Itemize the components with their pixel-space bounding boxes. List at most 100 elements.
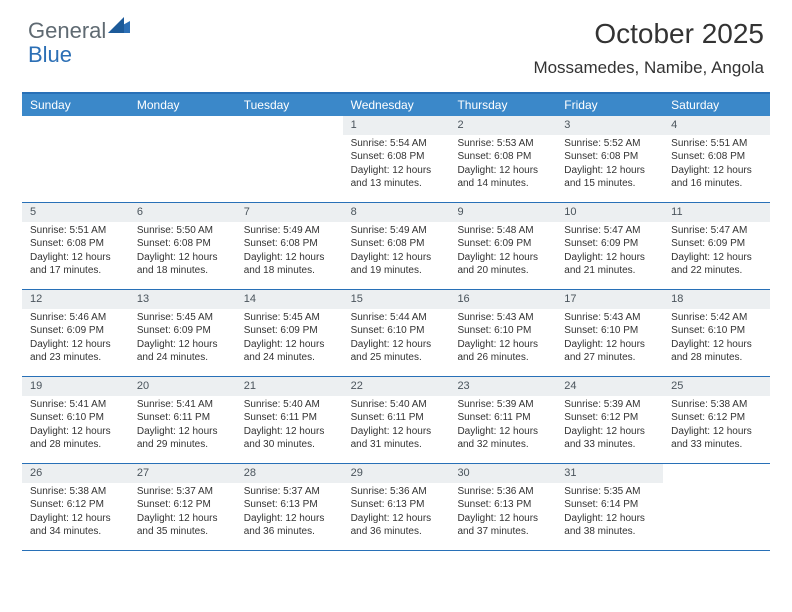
day-details: Sunrise: 5:47 AMSunset: 6:09 PMDaylight:… bbox=[556, 222, 663, 282]
day-sunrise: Sunrise: 5:49 AM bbox=[244, 224, 337, 238]
day-cell: 9Sunrise: 5:48 AMSunset: 6:09 PMDaylight… bbox=[449, 203, 556, 289]
day-details bbox=[236, 135, 343, 141]
day-sunset: Sunset: 6:09 PM bbox=[671, 237, 764, 251]
day-sunrise: Sunrise: 5:53 AM bbox=[457, 137, 550, 151]
day-cell: 27Sunrise: 5:37 AMSunset: 6:12 PMDayligh… bbox=[129, 464, 236, 550]
day-daylight2: and 14 minutes. bbox=[457, 177, 550, 191]
day-sunrise: Sunrise: 5:52 AM bbox=[564, 137, 657, 151]
day-daylight1: Daylight: 12 hours bbox=[564, 338, 657, 352]
day-header-friday: Friday bbox=[556, 94, 663, 116]
day-cell: 7Sunrise: 5:49 AMSunset: 6:08 PMDaylight… bbox=[236, 203, 343, 289]
day-number: 1 bbox=[343, 116, 450, 135]
day-daylight2: and 37 minutes. bbox=[457, 525, 550, 539]
day-details: Sunrise: 5:39 AMSunset: 6:11 PMDaylight:… bbox=[449, 396, 556, 456]
day-daylight2: and 30 minutes. bbox=[244, 438, 337, 452]
day-daylight1: Daylight: 12 hours bbox=[671, 338, 764, 352]
day-sunrise: Sunrise: 5:38 AM bbox=[671, 398, 764, 412]
day-sunrise: Sunrise: 5:54 AM bbox=[351, 137, 444, 151]
day-sunset: Sunset: 6:11 PM bbox=[137, 411, 230, 425]
day-cell: 1Sunrise: 5:54 AMSunset: 6:08 PMDaylight… bbox=[343, 116, 450, 202]
day-details: Sunrise: 5:51 AMSunset: 6:08 PMDaylight:… bbox=[22, 222, 129, 282]
day-number: 8 bbox=[343, 203, 450, 222]
day-details: Sunrise: 5:46 AMSunset: 6:09 PMDaylight:… bbox=[22, 309, 129, 369]
day-sunset: Sunset: 6:09 PM bbox=[30, 324, 123, 338]
day-cell: 18Sunrise: 5:42 AMSunset: 6:10 PMDayligh… bbox=[663, 290, 770, 376]
day-daylight2: and 24 minutes. bbox=[137, 351, 230, 365]
day-daylight1: Daylight: 12 hours bbox=[137, 512, 230, 526]
day-cell-empty bbox=[236, 116, 343, 202]
day-daylight1: Daylight: 12 hours bbox=[564, 512, 657, 526]
day-sunset: Sunset: 6:12 PM bbox=[30, 498, 123, 512]
day-daylight1: Daylight: 12 hours bbox=[244, 338, 337, 352]
day-daylight2: and 18 minutes. bbox=[137, 264, 230, 278]
day-cell: 5Sunrise: 5:51 AMSunset: 6:08 PMDaylight… bbox=[22, 203, 129, 289]
day-cell: 8Sunrise: 5:49 AMSunset: 6:08 PMDaylight… bbox=[343, 203, 450, 289]
day-cell: 29Sunrise: 5:36 AMSunset: 6:13 PMDayligh… bbox=[343, 464, 450, 550]
day-daylight1: Daylight: 12 hours bbox=[351, 164, 444, 178]
day-sunset: Sunset: 6:08 PM bbox=[351, 237, 444, 251]
day-sunrise: Sunrise: 5:45 AM bbox=[244, 311, 337, 325]
day-daylight2: and 32 minutes. bbox=[457, 438, 550, 452]
day-cell-empty bbox=[22, 116, 129, 202]
day-daylight1: Daylight: 12 hours bbox=[351, 512, 444, 526]
day-daylight2: and 19 minutes. bbox=[351, 264, 444, 278]
day-number: 16 bbox=[449, 290, 556, 309]
day-daylight2: and 22 minutes. bbox=[671, 264, 764, 278]
day-details: Sunrise: 5:50 AMSunset: 6:08 PMDaylight:… bbox=[129, 222, 236, 282]
day-daylight2: and 26 minutes. bbox=[457, 351, 550, 365]
day-daylight1: Daylight: 12 hours bbox=[244, 512, 337, 526]
day-daylight1: Daylight: 12 hours bbox=[244, 425, 337, 439]
day-daylight2: and 23 minutes. bbox=[30, 351, 123, 365]
day-daylight2: and 24 minutes. bbox=[244, 351, 337, 365]
day-details: Sunrise: 5:44 AMSunset: 6:10 PMDaylight:… bbox=[343, 309, 450, 369]
day-number: 5 bbox=[22, 203, 129, 222]
day-cell: 24Sunrise: 5:39 AMSunset: 6:12 PMDayligh… bbox=[556, 377, 663, 463]
day-daylight2: and 38 minutes. bbox=[564, 525, 657, 539]
day-sunset: Sunset: 6:13 PM bbox=[244, 498, 337, 512]
logo-text-general: General bbox=[28, 18, 106, 44]
day-cell: 25Sunrise: 5:38 AMSunset: 6:12 PMDayligh… bbox=[663, 377, 770, 463]
day-cell: 28Sunrise: 5:37 AMSunset: 6:13 PMDayligh… bbox=[236, 464, 343, 550]
day-daylight1: Daylight: 12 hours bbox=[457, 338, 550, 352]
day-sunset: Sunset: 6:11 PM bbox=[351, 411, 444, 425]
day-daylight1: Daylight: 12 hours bbox=[564, 425, 657, 439]
day-sunrise: Sunrise: 5:37 AM bbox=[244, 485, 337, 499]
day-number: 11 bbox=[663, 203, 770, 222]
day-daylight1: Daylight: 12 hours bbox=[30, 338, 123, 352]
day-sunrise: Sunrise: 5:38 AM bbox=[30, 485, 123, 499]
day-number: 20 bbox=[129, 377, 236, 396]
day-sunset: Sunset: 6:08 PM bbox=[457, 150, 550, 164]
day-cell: 13Sunrise: 5:45 AMSunset: 6:09 PMDayligh… bbox=[129, 290, 236, 376]
month-year-title: October 2025 bbox=[533, 18, 764, 50]
week-row: 5Sunrise: 5:51 AMSunset: 6:08 PMDaylight… bbox=[22, 203, 770, 290]
week-row: 1 Sunrise: 5:54 AM Sunset: 6:08 PM Daylight… bbox=[22, 116, 770, 203]
title-block: October 2025 Mossamedes, Namibe, Angola bbox=[533, 18, 764, 78]
day-number: 21 bbox=[236, 377, 343, 396]
calendar-grid: SundayMondayTuesdayWednesdayThursdayFrid… bbox=[22, 92, 770, 551]
day-sunrise: Sunrise: 5:51 AM bbox=[671, 137, 764, 151]
day-cell: 2Sunrise: 5:53 AMSunset: 6:08 PMDaylight… bbox=[449, 116, 556, 202]
day-daylight1: Daylight: 12 hours bbox=[671, 251, 764, 265]
day-number: 13 bbox=[129, 290, 236, 309]
day-daylight2: and 21 minutes. bbox=[564, 264, 657, 278]
day-number: 14 bbox=[236, 290, 343, 309]
day-sunrise: Sunrise: 5:43 AM bbox=[457, 311, 550, 325]
day-details: Sunrise: 5:49 AMSunset: 6:08 PMDaylight:… bbox=[236, 222, 343, 282]
day-number: 31 bbox=[556, 464, 663, 483]
day-daylight1: Daylight: 12 hours bbox=[351, 338, 444, 352]
day-daylight2: and 36 minutes. bbox=[244, 525, 337, 539]
day-details: Sunrise: 5:45 AMSunset: 6:09 PMDaylight:… bbox=[236, 309, 343, 369]
day-daylight1: Daylight: 12 hours bbox=[137, 338, 230, 352]
week-row: 26 Sunrise: 5:38 AMSunset: 6:12 PM Dayligh… bbox=[22, 464, 770, 551]
day-header-wednesday: Wednesday bbox=[343, 94, 450, 116]
day-sunset: Sunset: 6:10 PM bbox=[671, 324, 764, 338]
day-daylight2: and 17 minutes. bbox=[30, 264, 123, 278]
day-sunset: Sunset: 6:13 PM bbox=[457, 498, 550, 512]
day-daylight1: Daylight: 12 hours bbox=[671, 425, 764, 439]
day-cell-empty bbox=[663, 464, 770, 550]
day-sunrise: Sunrise: 5:41 AM bbox=[137, 398, 230, 412]
day-cell: 3Sunrise: 5:52 AMSunset: 6:08 PMDaylight… bbox=[556, 116, 663, 202]
day-number: 26 bbox=[22, 464, 129, 483]
day-details: Sunrise: 5:45 AMSunset: 6:09 PMDaylight:… bbox=[129, 309, 236, 369]
day-number: 3 bbox=[556, 116, 663, 135]
